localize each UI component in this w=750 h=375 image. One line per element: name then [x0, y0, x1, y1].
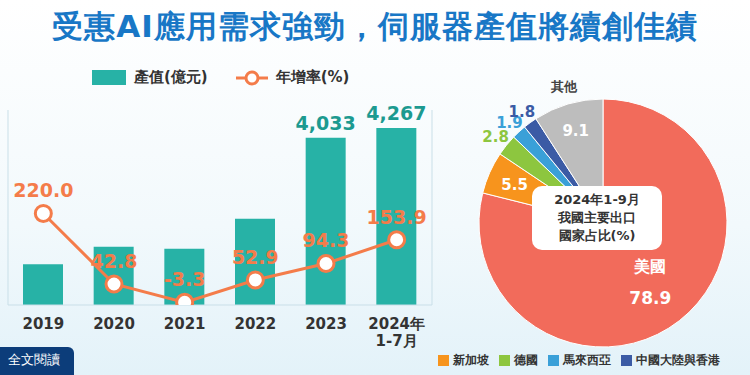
svg-text:9.1: 9.1: [562, 122, 589, 140]
svg-text:94.3: 94.3: [303, 229, 350, 251]
svg-text:2022: 2022: [234, 315, 276, 333]
svg-text:42.8: 42.8: [91, 250, 138, 272]
svg-text:2020: 2020: [93, 315, 135, 333]
svg-text:5.5: 5.5: [501, 176, 528, 194]
svg-text:1.9: 1.9: [496, 113, 523, 132]
svg-text:52.9: 52.9: [232, 246, 279, 268]
html-text:德國: 德國: [514, 353, 538, 367]
svg-text:4,033: 4,033: [296, 112, 356, 134]
svg-text:78.9: 78.9: [629, 288, 671, 308]
svg-text:220.0: 220.0: [13, 179, 73, 201]
svg-text:-3.3: -3.3: [164, 268, 206, 290]
html-text:產值(億元): 產值(億元): [134, 68, 208, 86]
html-text:中國大陸與香港: 中國大陸與香港: [636, 353, 720, 367]
svg-text:2023: 2023: [305, 315, 347, 333]
svg-text:美國: 美國: [633, 257, 666, 276]
html-text:年增率(%): 年增率(%): [275, 68, 350, 86]
html-text:馬來西亞: 馬來西亞: [563, 353, 611, 367]
svg-text:2021: 2021: [164, 315, 206, 333]
html-text:國家占比(%): 國家占比(%): [558, 228, 636, 243]
svg-text:其他: 其他: [550, 79, 578, 94]
html-text:全文閱讀: 全文閱讀: [8, 352, 60, 367]
html-text:我國主要出口: 我國主要出口: [558, 210, 636, 225]
svg-text:2.8: 2.8: [482, 128, 509, 147]
svg-text:4,267: 4,267: [366, 102, 426, 124]
svg-text:2024年1-7月: 2024年1-7月: [368, 315, 425, 350]
html-text:2024年1-9月: 2024年1-9月: [554, 192, 640, 207]
svg-text:2019: 2019: [22, 315, 64, 333]
svg-text:153.9: 153.9: [367, 206, 427, 228]
svg-text:1.8: 1.8: [509, 103, 536, 121]
html-text:受惠AI應用需求強勁，伺服器產值將續創佳績: 受惠AI應用需求強勁，伺服器產值將續創佳績: [52, 8, 698, 44]
html-text:新加坡: 新加坡: [453, 353, 489, 367]
